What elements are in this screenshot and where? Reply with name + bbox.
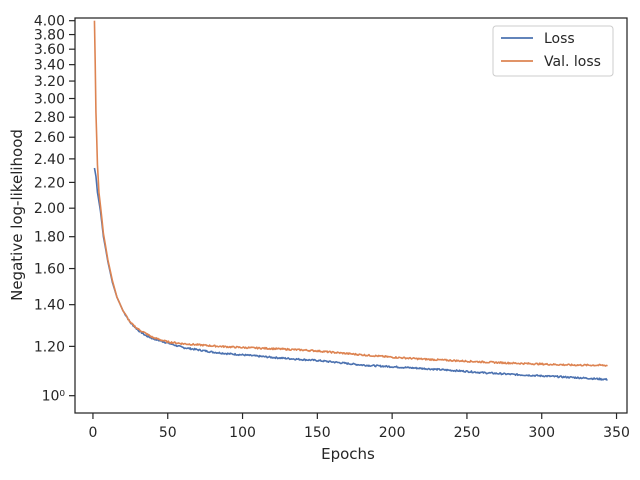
x-tick-label: 200 (379, 425, 406, 441)
y-tick-label: 2.40 (34, 152, 65, 168)
legend: Loss Val. loss (492, 25, 614, 77)
x-tick-label: 300 (528, 425, 555, 441)
series-layer (93, 20, 608, 381)
y-axis-ticks: 10⁰ 1.20 1.40 1.60 1.80 2.00 2.20 2.40 2.60 2.80 3… (34, 14, 75, 405)
y-tick-label: 1.40 (34, 298, 65, 314)
x-tick-label: 250 (454, 425, 481, 441)
y-tick-label: 3.00 (34, 92, 65, 108)
x-tick-label: 150 (304, 425, 331, 441)
y-tick-label: 2.20 (34, 175, 65, 191)
y-tick-label: 3.40 (34, 58, 65, 74)
x-tick-label: 50 (159, 425, 177, 441)
y-tick-label: 1.80 (34, 230, 65, 246)
y-tick-label: 2.00 (34, 201, 65, 217)
y-tick-label: 4.00 (34, 14, 65, 30)
x-tick-label: 100 (229, 425, 256, 441)
x-tick-label: 0 (88, 425, 97, 441)
y-tick-label: 2.80 (34, 110, 65, 126)
y-axis-title: Negative log-likelihood (8, 129, 26, 301)
plot-frame (74, 17, 628, 414)
y-tick-label: 1.60 (34, 262, 65, 278)
x-axis-title: Epochs (321, 445, 375, 463)
y-tick-label: 3.20 (34, 74, 65, 90)
y-tick-label: 2.60 (34, 130, 65, 146)
y-tick-label: 3.80 (34, 28, 65, 44)
series-line-loss (93, 167, 608, 381)
y-tick-label: 10⁰ (42, 389, 66, 405)
legend-label-val-loss: Val. loss (544, 54, 601, 70)
plot-area (74, 17, 628, 414)
y-tick-label: 1.20 (34, 339, 65, 355)
x-tick-label: 350 (603, 425, 630, 441)
legend-label-loss: Loss (544, 31, 575, 47)
y-tick-label: 3.60 (34, 42, 65, 58)
x-axis-ticks: 0 50 100 150 200 250 300 350 (88, 413, 630, 441)
series-line-val-loss (93, 20, 608, 367)
